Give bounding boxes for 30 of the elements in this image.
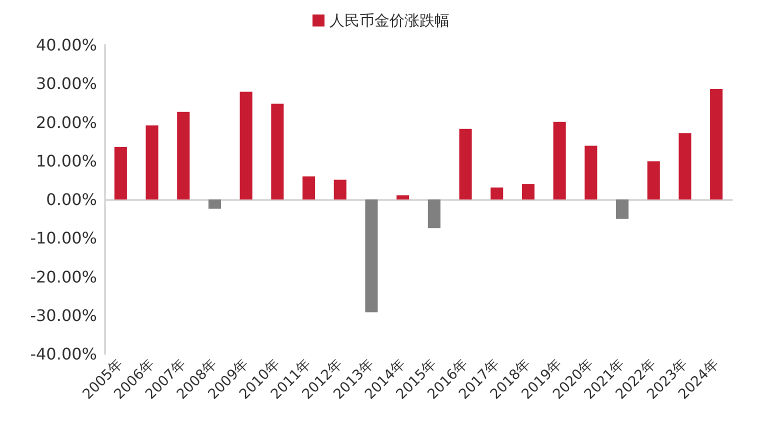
bar	[710, 89, 723, 200]
y-tick-label: -40.00%	[30, 344, 97, 364]
y-tick-label: 20.00%	[36, 112, 97, 132]
bar	[522, 184, 534, 200]
bar	[584, 146, 598, 200]
bar	[177, 112, 190, 200]
legend-label: 人民币金价涨跌幅	[330, 12, 450, 30]
bar	[647, 161, 660, 200]
bar	[428, 200, 440, 228]
bar	[302, 176, 316, 200]
y-tick-label: 0.00%	[46, 190, 97, 209]
bar	[334, 180, 346, 200]
bar	[459, 128, 472, 200]
bar	[240, 92, 252, 200]
bar	[616, 200, 629, 219]
y-tick-label: -10.00%	[30, 228, 97, 248]
y-tick-label: -20.00%	[30, 267, 97, 286]
y-tick-label: 30.00%	[36, 74, 97, 94]
bar	[553, 122, 566, 200]
bar	[365, 200, 378, 312]
bar	[271, 104, 284, 200]
bar	[208, 200, 221, 209]
bar	[396, 195, 410, 200]
y-tick-label: 10.00%	[36, 151, 97, 170]
y-tick-label: 40.00%	[36, 36, 97, 54]
bar	[490, 188, 504, 200]
bar	[114, 146, 127, 200]
y-tick-label: -30.00%	[30, 306, 97, 325]
bar	[678, 133, 692, 200]
bar	[146, 125, 158, 200]
